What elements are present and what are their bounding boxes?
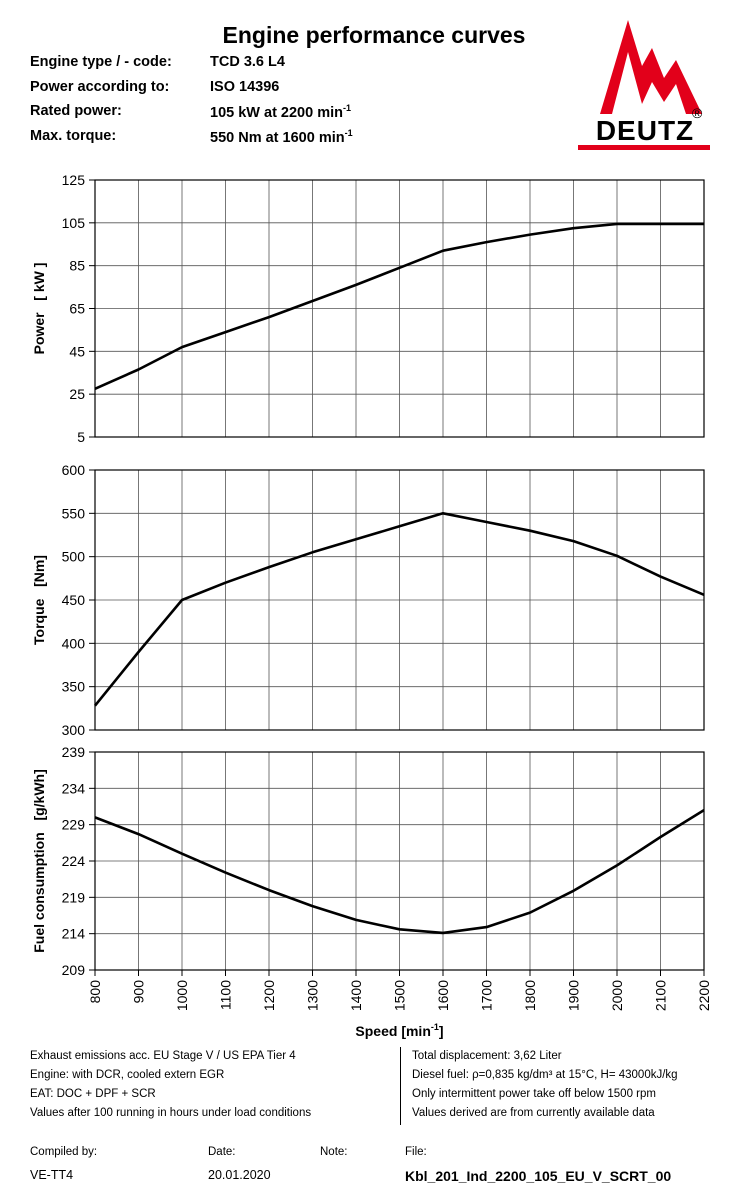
logo-text: DEUTZ: [596, 115, 694, 146]
note-label: Note:: [320, 1146, 348, 1158]
x-tick-label: 2200: [696, 980, 712, 1011]
y-tick-label: 600: [62, 462, 86, 478]
compiled-label: Compiled by:: [30, 1146, 98, 1158]
date-value: 20.01.2020: [208, 1168, 271, 1182]
y-tick-label: 105: [62, 215, 86, 231]
file-block: File: Kbl_201_Ind_2200_105_EU_V_SCRT_00: [405, 1146, 671, 1184]
plot-frame: [94, 469, 705, 731]
x-tick-label: 800: [87, 980, 103, 1004]
y-tick-label: 45: [69, 343, 85, 359]
y-tick-label: 450: [62, 592, 86, 608]
y-tick-label: 5: [77, 429, 85, 445]
x-tick-label: 1700: [479, 980, 495, 1011]
y-axis-label: Torque [Nm]: [31, 555, 47, 645]
logo-mark: [600, 20, 702, 114]
y-tick-label: 209: [62, 962, 86, 978]
footer-note: Values derived are from currently availa…: [412, 1107, 655, 1119]
footer-note: Total displacement: 3,62 Liter: [412, 1050, 562, 1062]
spec-value: TCD 3.6 L4: [210, 54, 285, 70]
y-tick-label: 125: [62, 172, 86, 188]
x-tick-label: 1200: [261, 980, 277, 1011]
x-axis-label-close: ]: [439, 1023, 444, 1039]
x-tick-label: 1100: [218, 980, 234, 1010]
spec-label: Power according to:: [30, 79, 170, 95]
x-tick-label: 1300: [305, 980, 321, 1011]
footer-divider: [400, 1047, 401, 1125]
spec-label: Engine type / - code:: [30, 54, 172, 70]
y-tick-label: 239: [62, 744, 86, 760]
y-tick-label: 350: [62, 679, 86, 695]
y-tick-label: 224: [62, 853, 86, 869]
date-block: Date: 20.01.2020: [208, 1146, 271, 1182]
y-tick-label: 550: [62, 505, 86, 521]
spec-value-text: 550 Nm at 1600 min: [210, 129, 345, 146]
footer-note: Engine: with DCR, cooled extern EGR: [30, 1069, 225, 1081]
date-label: Date:: [208, 1146, 236, 1158]
spec-label: Max. torque:: [30, 128, 117, 144]
y-tick-label: 214: [62, 926, 86, 942]
footer-note: Exhaust emissions acc. EU Stage V / US E…: [30, 1050, 296, 1062]
x-tick-label: 1000: [174, 980, 190, 1011]
logo-bar: [578, 145, 710, 150]
y-tick-label: 400: [62, 635, 86, 651]
footer-note: Diesel fuel: ρ=0,835 kg/dm³ at 15°C, H= …: [412, 1069, 678, 1081]
spec-value: 550 Nm at 1600 min-1: [210, 128, 353, 146]
y-tick-label: 229: [62, 817, 86, 833]
logo-registered: ®: [692, 105, 703, 121]
x-axis-label-sup: -1: [431, 1022, 439, 1032]
x-tick-label: 900: [131, 980, 147, 1004]
footer-left: Exhaust emissions acc. EU Stage V / US E…: [30, 1047, 311, 1123]
y-tick-label: 85: [69, 258, 85, 274]
deutz-logo: ® DEUTZ: [578, 20, 710, 150]
spec-value-sup: -1: [344, 128, 353, 138]
logo-mark-inner: [620, 78, 636, 114]
file-label: File:: [405, 1146, 427, 1158]
footer-note: Values after 100 running in hours under …: [30, 1107, 312, 1119]
footer-note: Only intermittent power take off below 1…: [412, 1088, 656, 1100]
series-line: [94, 808, 705, 935]
page-title: Engine performance curves: [222, 22, 526, 48]
spec-value: 105 kW at 2200 min-1: [210, 103, 351, 121]
y-tick-label: 219: [62, 889, 86, 905]
y-tick-label: 25: [69, 386, 85, 402]
x-tick-label: 1600: [435, 980, 451, 1011]
spec-label: Rated power:: [30, 103, 122, 119]
x-tick-label: 1400: [348, 980, 364, 1011]
x-tick-label: 1900: [566, 980, 582, 1011]
x-tick-label: 2000: [609, 980, 625, 1011]
y-tick-label: 234: [62, 780, 86, 796]
y-axis-label: Fuel consumption [g/kWh]: [31, 769, 47, 953]
spec-value-sup: -1: [343, 103, 352, 113]
y-axis-label: Power [ kW ]: [31, 263, 47, 355]
spec-value: ISO 14396: [210, 79, 280, 95]
performance-chart: 5 25 45 65 85 105 125 Power [ kW ] 300 350 400 450 5…: [31, 172, 712, 1039]
x-tick-label: 2100: [653, 980, 669, 1011]
x-tick-label: 1800: [522, 980, 538, 1011]
series-line: [93, 511, 705, 707]
y-tick-label: 500: [62, 549, 86, 565]
footer-right: Total displacement: 3,62 Liter Diesel fu…: [412, 1047, 678, 1123]
y-tick-label: 65: [69, 301, 85, 317]
spec-value-text: 105 kW at 2200 min: [210, 104, 343, 121]
y-tick-label: 300: [62, 722, 86, 738]
footer-note: EAT: DOC + DPF + SCR: [30, 1088, 156, 1100]
series-line: [94, 222, 704, 390]
compiled-value: VE-TT4: [30, 1168, 74, 1182]
plot-frame: [94, 179, 705, 438]
note-block: Note:: [320, 1146, 348, 1164]
compiled-by: Compiled by: VE-TT4: [30, 1146, 97, 1182]
x-tick-label: 1500: [392, 980, 408, 1011]
x-axis-label: Speed [min-1]: [355, 1022, 443, 1039]
file-value: Kbl_201_Ind_2200_105_EU_V_SCRT_00: [405, 1168, 672, 1184]
